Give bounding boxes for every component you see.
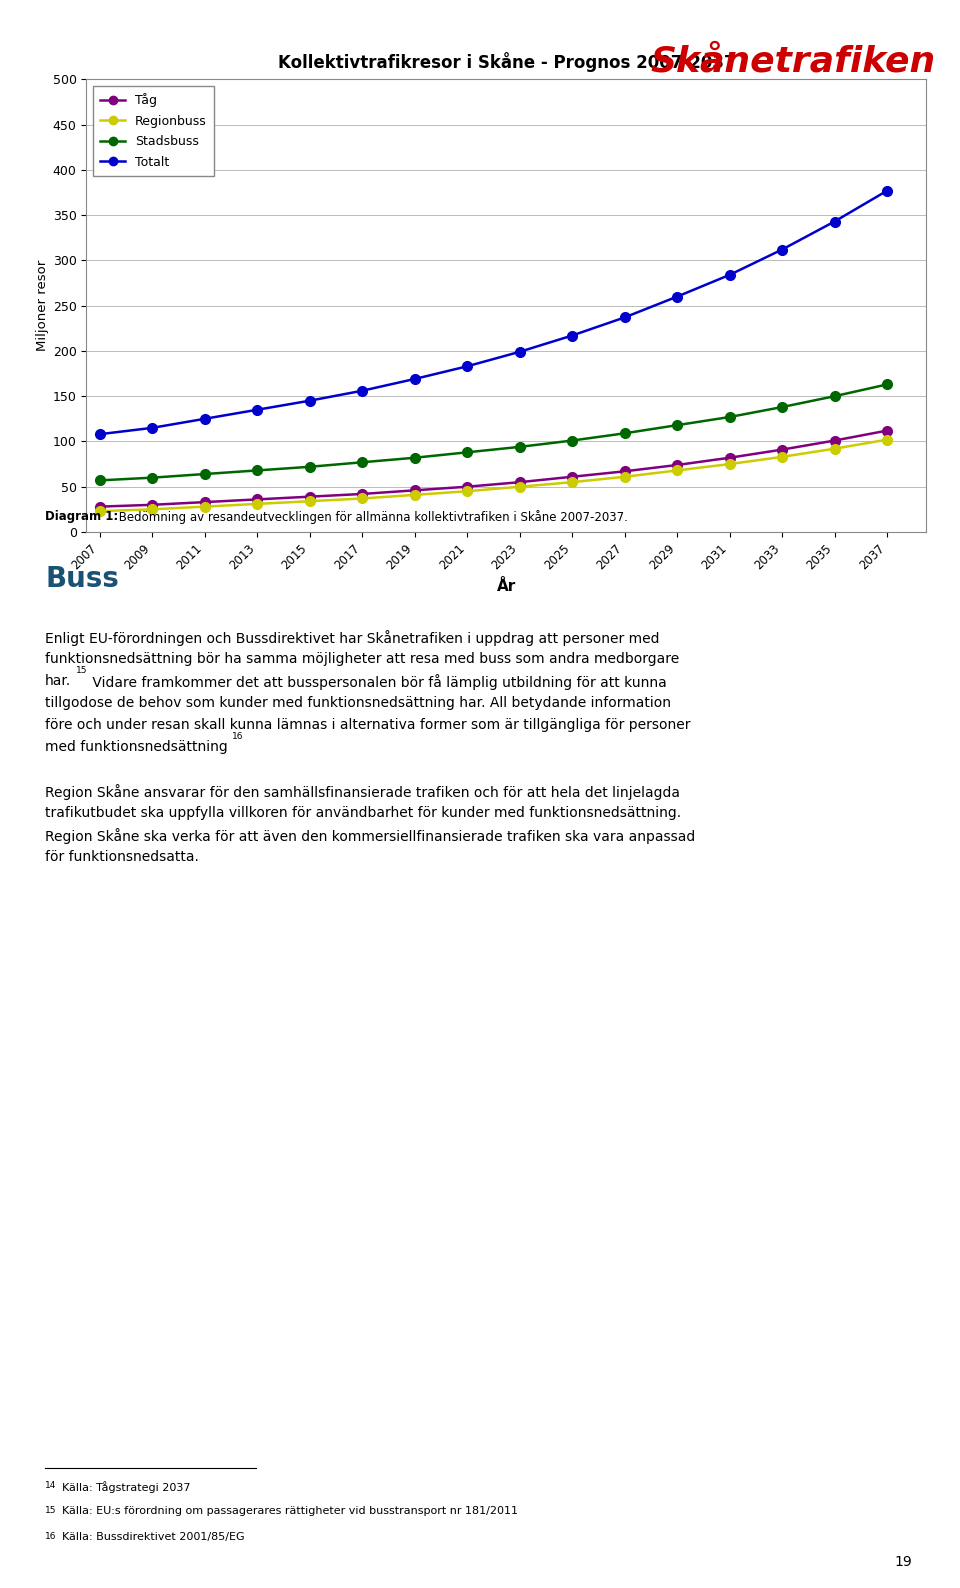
Text: Buss: Buss	[45, 565, 119, 592]
Text: Region Skåne ansvarar för den samhällsfinansierade trafiken och för att hela det: Region Skåne ansvarar för den samhällsfi…	[45, 784, 680, 800]
Text: Källa: Bussdirektivet 2001/85/EG: Källa: Bussdirektivet 2001/85/EG	[62, 1531, 245, 1542]
Text: för funktionsnedsatta.: för funktionsnedsatta.	[45, 850, 199, 864]
Legend: Tåg, Regionbuss, Stadsbuss, Totalt: Tåg, Regionbuss, Stadsbuss, Totalt	[93, 86, 214, 176]
Text: Källa: Tågstrategi 2037: Källa: Tågstrategi 2037	[62, 1480, 191, 1493]
Text: 16: 16	[45, 1531, 57, 1540]
Text: tillgodose de behov som kunder med funktionsnedsättning har. All betydande infor: tillgodose de behov som kunder med funkt…	[45, 696, 671, 710]
Text: Diagram 1:: Diagram 1:	[45, 510, 118, 522]
Text: Enligt EU-förordningen och Bussdirektivet har Skånetrafiken i uppdrag att person: Enligt EU-förordningen och Bussdirektive…	[45, 630, 660, 646]
Text: trafikutbudet ska uppfylla villkoren för användbarhet för kunder med funktionsne: trafikutbudet ska uppfylla villkoren för…	[45, 807, 682, 819]
Text: 15: 15	[76, 665, 87, 675]
Text: 19: 19	[895, 1555, 912, 1569]
Text: Region Skåne ska verka för att även den kommersiellfinansierade trafiken ska var: Region Skåne ska verka för att även den …	[45, 827, 695, 843]
Title: Kollektivtrafikresor i Skåne - Prognos 2007-2037: Kollektivtrafikresor i Skåne - Prognos 2…	[277, 52, 735, 73]
Text: före och under resan skall kunna lämnas i alternativa former som är tillgängliga: före och under resan skall kunna lämnas …	[45, 718, 690, 732]
Text: Bedömning av resandeutvecklingen för allmänna kollektivtrafiken i Skåne 2007-203: Bedömning av resandeutvecklingen för all…	[115, 510, 628, 524]
Text: Källa: EU:s förordning om passagerares rättigheter vid busstransport nr 181/2011: Källa: EU:s förordning om passagerares r…	[62, 1505, 518, 1517]
Text: Skånetrafiken: Skånetrafiken	[651, 44, 936, 78]
Text: 14: 14	[45, 1480, 57, 1490]
Text: 16: 16	[232, 732, 244, 742]
Text: Vidare framkommer det att busspersonalen bör få lämplig utbildning för att kunna: Vidare framkommer det att busspersonalen…	[88, 673, 667, 689]
Text: har.: har.	[45, 673, 71, 688]
Text: med funktionsnedsättning: med funktionsnedsättning	[45, 740, 228, 754]
X-axis label: År: År	[496, 580, 516, 594]
Text: funktionsnedsättning bör ha samma möjligheter att resa med buss som andra medbor: funktionsnedsättning bör ha samma möjlig…	[45, 653, 680, 665]
Y-axis label: Miljoner resor: Miljoner resor	[36, 260, 49, 351]
Text: 15: 15	[45, 1505, 57, 1515]
